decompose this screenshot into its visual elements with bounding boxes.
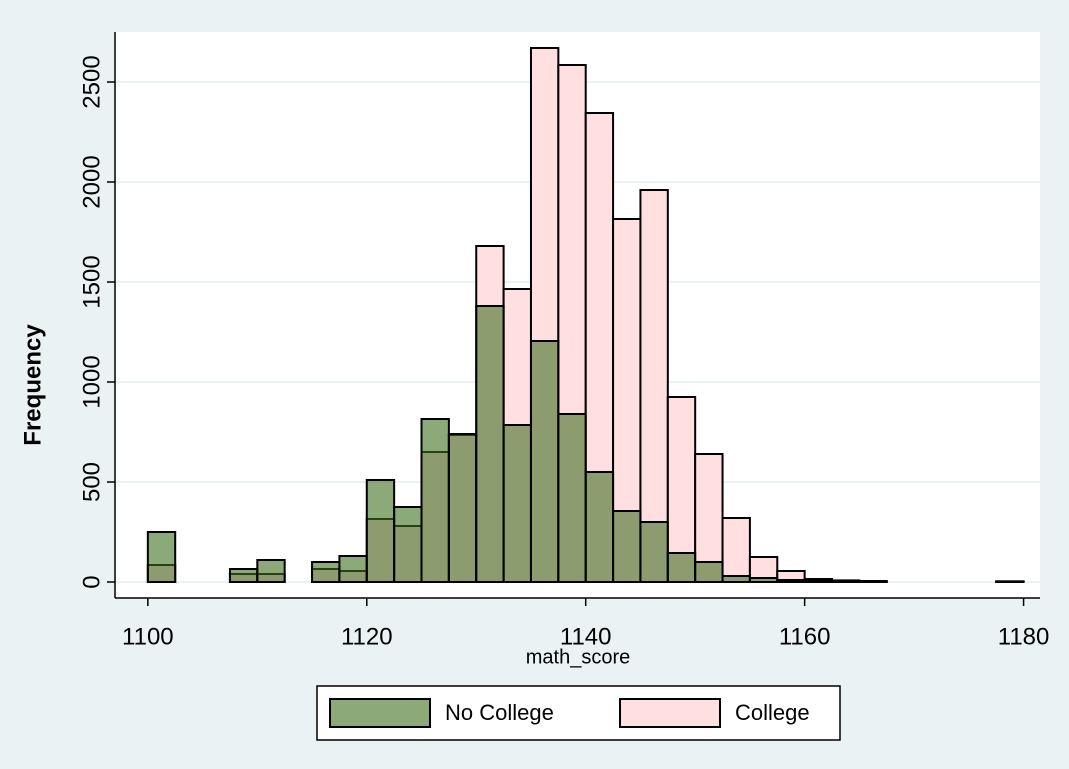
bar xyxy=(776,579,806,583)
bar xyxy=(639,521,669,583)
bar xyxy=(557,413,587,583)
bar xyxy=(420,418,450,583)
bar xyxy=(502,424,532,583)
legend xyxy=(316,685,841,741)
bar xyxy=(612,510,642,583)
bar xyxy=(694,561,724,583)
x-axis-label: math_score xyxy=(526,646,631,668)
legend-label: No College xyxy=(445,700,554,725)
x-tick-label: 1160 xyxy=(779,623,831,650)
bar xyxy=(666,552,697,583)
x-tick-label: 1100 xyxy=(122,623,174,650)
bar xyxy=(393,506,423,583)
bar xyxy=(338,555,368,583)
bar xyxy=(748,577,779,583)
legend-swatch xyxy=(329,698,431,728)
bar xyxy=(995,580,1025,584)
bar xyxy=(228,568,259,583)
y-tick-label: 500 xyxy=(78,462,105,502)
bar xyxy=(529,340,560,583)
bar xyxy=(721,575,751,583)
legend-swatch xyxy=(619,698,721,728)
x-tick-label: 1120 xyxy=(341,623,393,650)
bar xyxy=(475,305,505,583)
y-tick-label: 0 xyxy=(78,575,105,588)
bar xyxy=(721,517,751,583)
bar xyxy=(146,531,177,583)
y-tick-label: 2000 xyxy=(78,155,105,208)
bar xyxy=(831,580,861,584)
bar xyxy=(365,479,396,583)
x-tick-label: 1180 xyxy=(998,623,1050,650)
y-tick-label: 2500 xyxy=(78,55,105,108)
y-axis-label: Frequency xyxy=(19,324,46,446)
legend-label: College xyxy=(735,700,810,725)
bar xyxy=(447,433,478,583)
y-tick-label: 1000 xyxy=(78,355,105,408)
bar xyxy=(311,561,341,583)
x-tick-label: 1140 xyxy=(560,623,612,650)
bar xyxy=(256,559,286,583)
bar xyxy=(584,471,615,583)
y-tick-label: 1500 xyxy=(78,255,105,308)
bar xyxy=(803,580,834,583)
